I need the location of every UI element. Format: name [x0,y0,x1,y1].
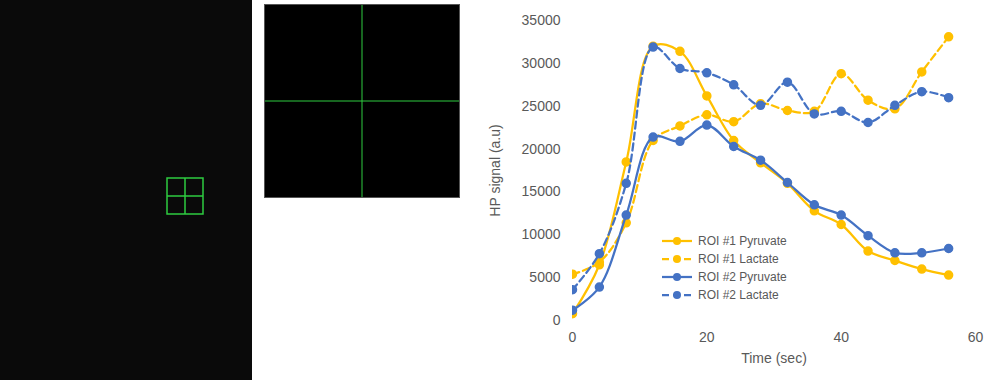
svg-text:5000: 5000 [529,269,560,285]
svg-text:25000: 25000 [522,98,561,114]
svg-text:40: 40 [833,329,849,345]
svg-text:0: 0 [569,329,577,345]
svg-text:60: 60 [968,329,984,345]
svg-text:HP signal (a.u): HP signal (a.u) [487,124,503,216]
html-text:ROI #1 Pyruvate: ROI #1 Pyruvate [698,234,787,248]
html-text:ROI #2 Pyruvate: ROI #2 Pyruvate [698,270,787,284]
html-text:ROI #1 Lactate: ROI #1 Lactate [698,252,779,266]
svg-text:15000: 15000 [522,183,561,199]
svg-text:20: 20 [699,329,715,345]
svg-text:0: 0 [553,312,561,328]
svg-text:35000: 35000 [522,12,561,28]
svg-text:20000: 20000 [522,141,561,157]
html-text:ROI #2 Lactate: ROI #2 Lactate [698,288,779,302]
svg-text:30000: 30000 [522,55,561,71]
svg-text:10000: 10000 [522,226,561,242]
svg-text:Time (sec): Time (sec) [741,350,807,366]
